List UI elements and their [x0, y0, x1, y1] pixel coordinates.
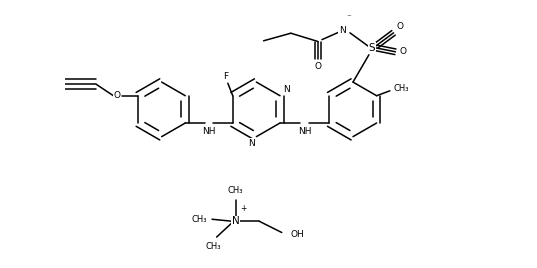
Text: O: O	[315, 62, 322, 71]
Text: NH: NH	[202, 127, 216, 136]
Text: OH: OH	[291, 230, 304, 239]
Text: N: N	[231, 216, 240, 226]
Text: CH₃: CH₃	[394, 84, 409, 94]
Text: CH₃: CH₃	[192, 215, 207, 224]
Text: +: +	[240, 204, 246, 213]
Text: CH₃: CH₃	[205, 242, 221, 251]
Text: O: O	[396, 22, 404, 31]
Text: N: N	[283, 85, 290, 94]
Text: S: S	[368, 43, 375, 53]
Text: ⁻: ⁻	[346, 14, 351, 23]
Text: O: O	[399, 47, 406, 56]
Text: N: N	[339, 27, 345, 35]
Text: F: F	[223, 72, 228, 81]
Text: N: N	[248, 139, 255, 148]
Text: NH: NH	[298, 127, 311, 136]
Text: CH₃: CH₃	[228, 186, 243, 195]
Text: O: O	[114, 91, 121, 100]
